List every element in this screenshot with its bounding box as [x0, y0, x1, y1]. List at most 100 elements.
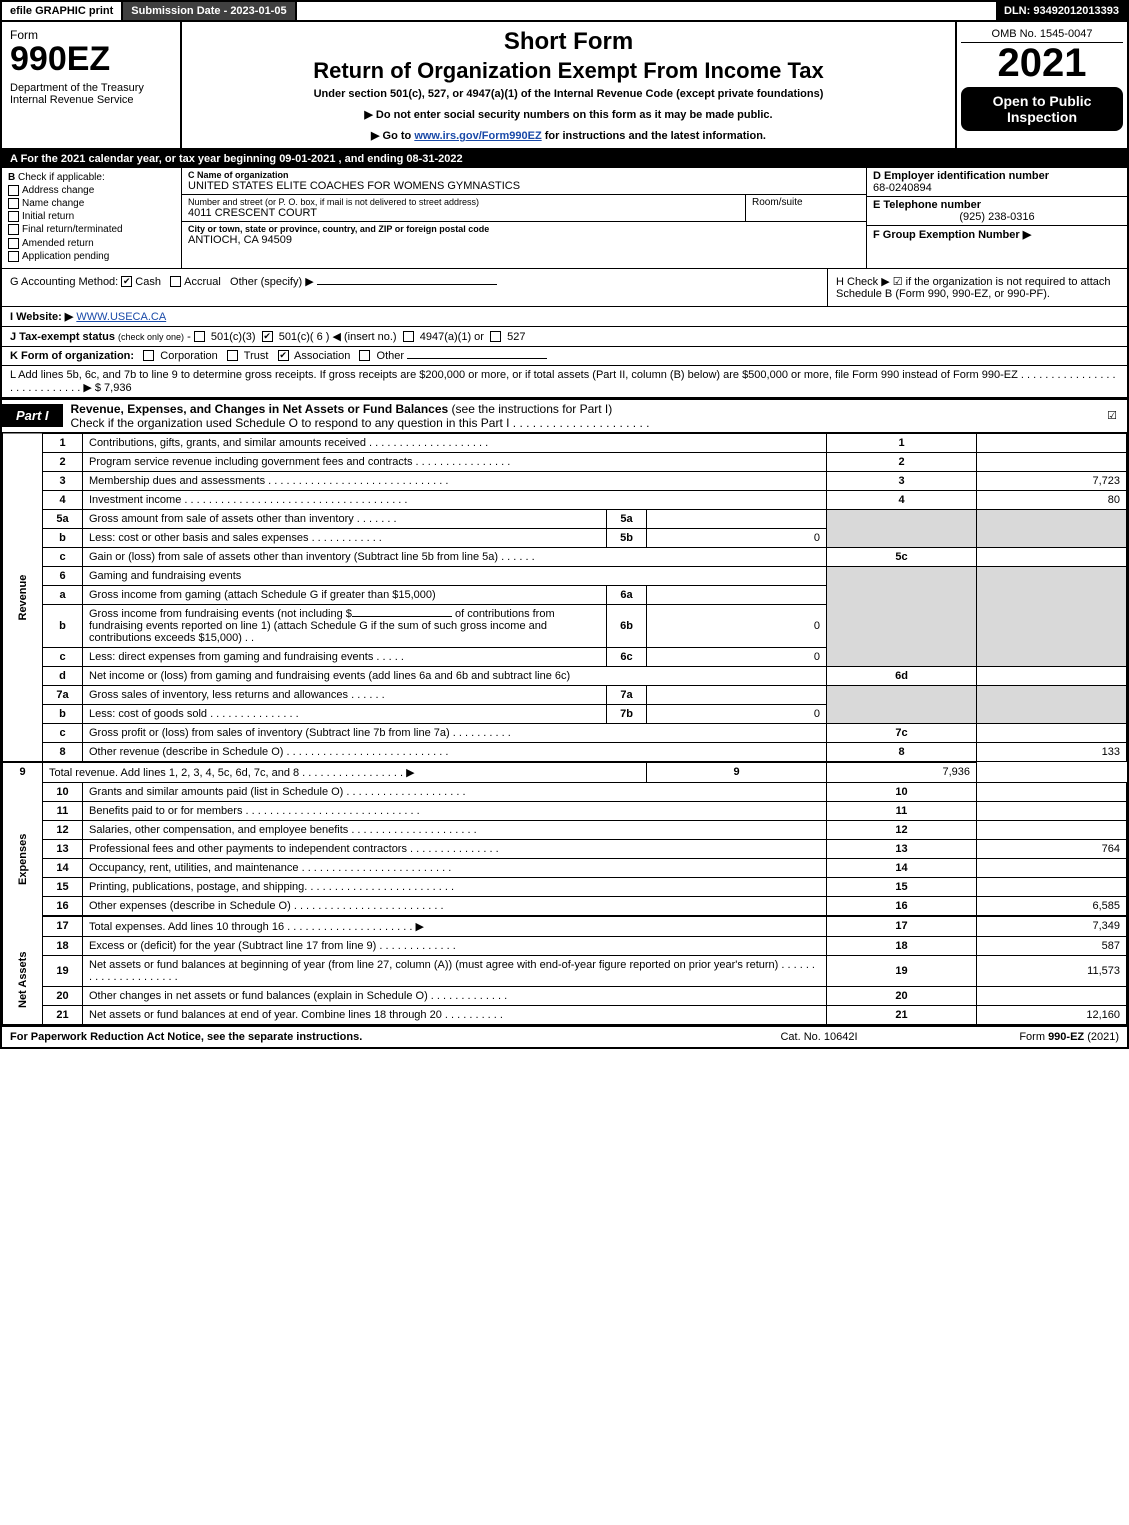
chk-501c[interactable]: ✔: [262, 331, 273, 342]
row-13-desc: Professional fees and other payments to …: [83, 839, 827, 858]
tax-year: 2021: [961, 43, 1123, 83]
chk-association[interactable]: ✔: [278, 350, 289, 361]
row-19-val: 11,573: [977, 955, 1127, 986]
row-4-desc: Investment income . . . . . . . . . . . …: [83, 490, 827, 509]
row-3-val: 7,723: [977, 471, 1127, 490]
line-k: K Form of organization: Corporation Trus…: [2, 347, 1127, 366]
chk-amended-return[interactable]: Amended return: [8, 238, 175, 249]
chk-527[interactable]: [490, 331, 501, 342]
row-7a-mv: [647, 685, 827, 704]
chk-other-org[interactable]: [359, 350, 370, 361]
row-12-val: [977, 820, 1127, 839]
section-b: B Check if applicable: Address change Na…: [2, 168, 182, 268]
ein-label: D Employer identification number: [873, 170, 1121, 182]
efile-print-button[interactable]: efile GRAPHIC print: [2, 2, 123, 20]
website-link[interactable]: WWW.USECA.CA: [76, 311, 166, 323]
chk-address-change[interactable]: Address change: [8, 185, 175, 196]
row-14-val: [977, 858, 1127, 877]
row-5ab-greybox: [827, 509, 977, 547]
row-4-val: 80: [977, 490, 1127, 509]
g-other: Other (specify) ▶: [230, 276, 314, 288]
row-18-desc: Excess or (deficit) for the year (Subtra…: [83, 936, 827, 955]
chk-final-return[interactable]: Final return/terminated: [8, 224, 175, 235]
row-9-num: 9: [3, 762, 43, 783]
row-7b-mv: 0: [647, 704, 827, 723]
row-2-desc: Program service revenue including govern…: [83, 452, 827, 471]
part-i-schedule-o-check[interactable]: ☑: [1097, 409, 1127, 422]
street: 4011 CRESCENT COURT: [188, 207, 739, 219]
chk-application-pending[interactable]: Application pending: [8, 251, 175, 262]
row-7a-num: 7a: [43, 685, 83, 704]
net-assets-label: Net Assets: [3, 936, 43, 1024]
row-6-num: 6: [43, 566, 83, 585]
part-i-table: Revenue 1Contributions, gifts, grants, a…: [2, 433, 1127, 1025]
row-5c-box: 5c: [827, 547, 977, 566]
row-6d-val: [977, 666, 1127, 685]
row-6-desc: Gaming and fundraising events: [83, 566, 827, 585]
paperwork-notice: For Paperwork Reduction Act Notice, see …: [10, 1031, 719, 1043]
chk-501c3[interactable]: [194, 331, 205, 342]
irs-link[interactable]: www.irs.gov/Form990EZ: [414, 130, 541, 142]
row-6c-mv: 0: [647, 647, 827, 666]
row-3-box: 3: [827, 471, 977, 490]
row-6c-desc: Less: direct expenses from gaming and fu…: [83, 647, 607, 666]
row-5b-desc: Less: cost or other basis and sales expe…: [83, 528, 607, 547]
chk-accrual[interactable]: [170, 276, 181, 287]
city-label: City or town, state or province, country…: [188, 224, 860, 234]
chk-name-change[interactable]: Name change: [8, 198, 175, 209]
chk-initial-return[interactable]: Initial return: [8, 211, 175, 222]
form-990ez-page: efile GRAPHIC print Submission Date - 20…: [0, 0, 1129, 1049]
row-7ab-greybox: [827, 685, 977, 723]
row-10-desc: Grants and similar amounts paid (list in…: [83, 782, 827, 801]
row-14-box: 14: [827, 858, 977, 877]
part-i-header: Part I Revenue, Expenses, and Changes in…: [2, 398, 1127, 433]
row-5a-mv: [647, 509, 827, 528]
chk-trust[interactable]: [227, 350, 238, 361]
row-17-desc: Total expenses. Add lines 10 through 16 …: [83, 916, 827, 937]
page-footer: For Paperwork Reduction Act Notice, see …: [2, 1025, 1127, 1047]
row-a-tax-year: A For the 2021 calendar year, or tax yea…: [2, 150, 1127, 168]
subtitle: Under section 501(c), 527, or 4947(a)(1)…: [192, 88, 945, 100]
row-4-num: 4: [43, 490, 83, 509]
top-bar: efile GRAPHIC print Submission Date - 20…: [2, 2, 1127, 22]
row-7b-desc: Less: cost of goods sold . . . . . . . .…: [83, 704, 607, 723]
row-11-box: 11: [827, 801, 977, 820]
row-5a-desc: Gross amount from sale of assets other t…: [83, 509, 607, 528]
row-7c-val: [977, 723, 1127, 742]
part-i-title: Revenue, Expenses, and Changes in Net As…: [63, 400, 1097, 432]
row-20-desc: Other changes in net assets or fund bala…: [83, 986, 827, 1005]
header-center: Short Form Return of Organization Exempt…: [182, 22, 957, 148]
row-10-val: [977, 782, 1127, 801]
row-15-desc: Printing, publications, postage, and shi…: [83, 877, 827, 896]
section-bcdef: B Check if applicable: Address change Na…: [2, 168, 1127, 269]
row-1-num: 1: [43, 433, 83, 452]
chk-4947[interactable]: [403, 331, 414, 342]
org-name: UNITED STATES ELITE COACHES FOR WOMENS G…: [188, 180, 860, 192]
row-11-val: [977, 801, 1127, 820]
instr-link-line: ▶ Go to www.irs.gov/Form990EZ for instru…: [192, 129, 945, 142]
instr-pre: ▶ Go to: [371, 130, 414, 142]
revenue-label: Revenue: [3, 433, 43, 762]
row-16-desc: Other expenses (describe in Schedule O) …: [83, 896, 827, 916]
g-label: G Accounting Method:: [10, 276, 118, 288]
row-6b-desc: Gross income from fundraising events (no…: [83, 604, 607, 647]
row-17-num: 17: [43, 916, 83, 937]
street-label: Number and street (or P. O. box, if mail…: [188, 197, 739, 207]
phone-value: (925) 238-0316: [873, 211, 1121, 223]
row-8-box: 8: [827, 742, 977, 762]
section-gh: G Accounting Method: ✔Cash Accrual Other…: [2, 269, 1127, 307]
city: ANTIOCH, CA 94509: [188, 234, 860, 246]
row-21-desc: Net assets or fund balances at end of ye…: [83, 1005, 827, 1024]
org-name-row: C Name of organization UNITED STATES ELI…: [182, 168, 866, 195]
row-12-box: 12: [827, 820, 977, 839]
row-3-num: 3: [43, 471, 83, 490]
row-6b-mv: 0: [647, 604, 827, 647]
row-21-num: 21: [43, 1005, 83, 1024]
chk-corporation[interactable]: [143, 350, 154, 361]
chk-cash[interactable]: ✔: [121, 276, 132, 287]
dln: DLN: 93492012013393: [996, 2, 1127, 20]
row-20-box: 20: [827, 986, 977, 1005]
row-7a-ml: 7a: [607, 685, 647, 704]
phone-row: E Telephone number (925) 238-0316: [867, 197, 1127, 226]
row-6a-num: a: [43, 585, 83, 604]
